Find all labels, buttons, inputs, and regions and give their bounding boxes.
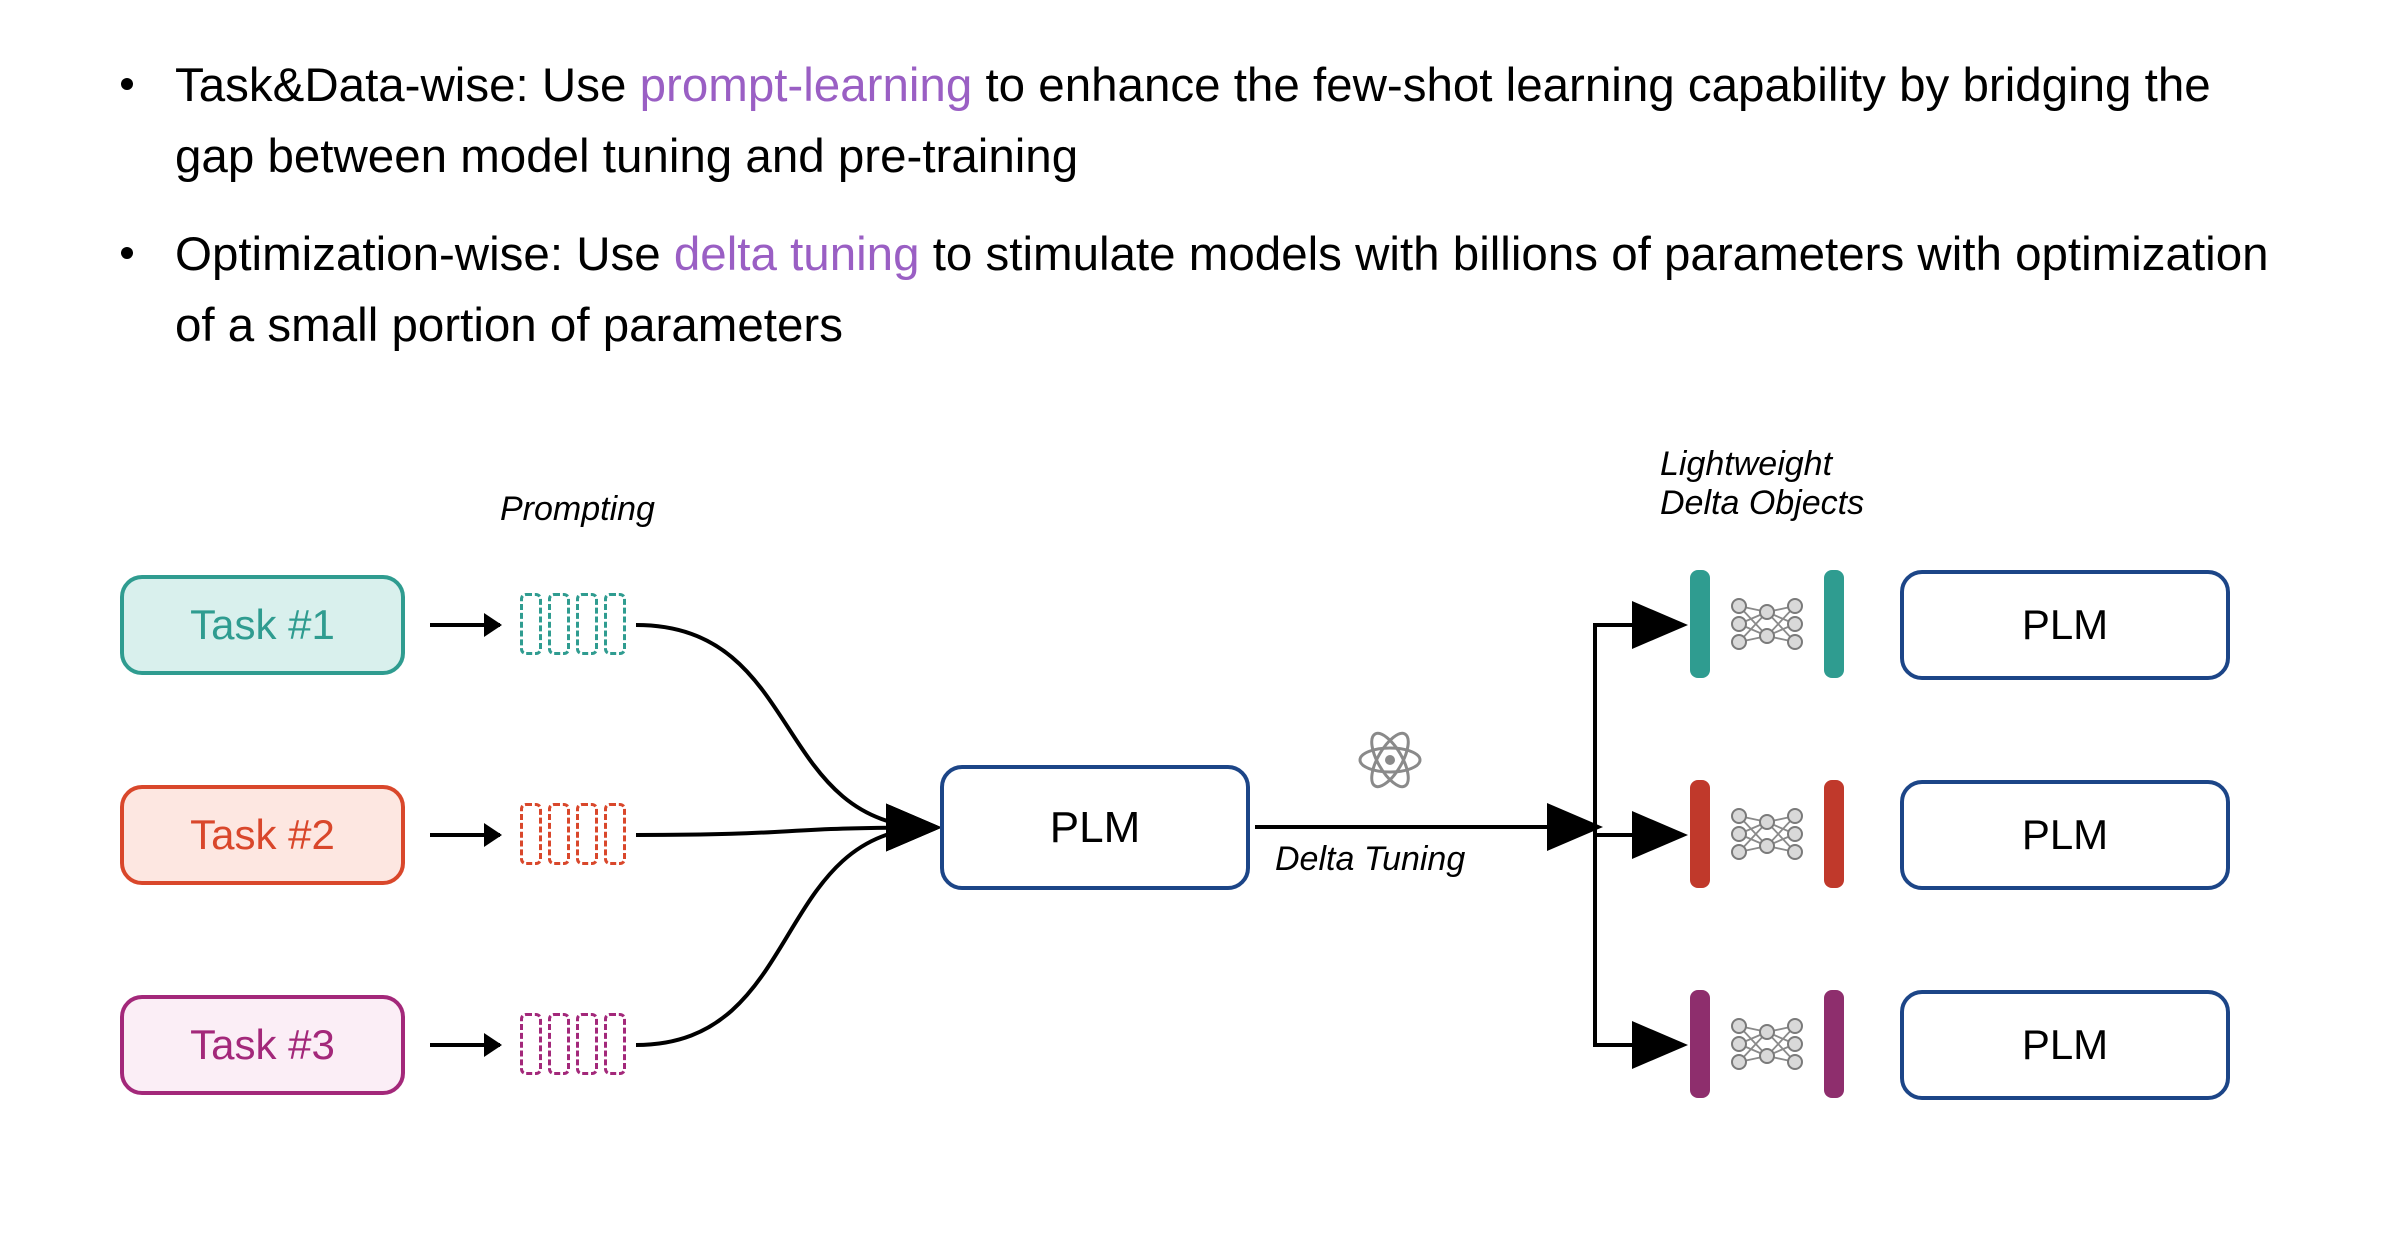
bullet-2: Optimization-wise: Use delta tuning to s… [105, 219, 2283, 362]
bullet-2-highlight: delta tuning [674, 228, 920, 281]
prompt-token [520, 1013, 542, 1075]
delta-bar [1824, 990, 1844, 1098]
plm-output-box-1: PLM [1900, 570, 2230, 680]
prompt-tokens-2 [520, 803, 626, 865]
label-delta-tuning: Delta Tuning [1275, 840, 1465, 879]
label-delta-objects: LightweightDelta Objects [1660, 445, 1864, 523]
slide: Task&Data-wise: Use prompt-learning to e… [0, 0, 2388, 1240]
delta-object-2 [1690, 780, 1844, 888]
prompt-token [576, 593, 598, 655]
delta-bar [1690, 990, 1710, 1098]
delta-bar [1690, 780, 1710, 888]
arrow-task-to-prompt-2 [430, 833, 500, 837]
bullet-2-text-a: Optimization-wise: Use [175, 228, 674, 281]
delta-object-1 [1690, 570, 1844, 678]
prompt-token [576, 803, 598, 865]
prompt-token [548, 803, 570, 865]
prompt-token [520, 803, 542, 865]
bullet-dot-icon [121, 247, 133, 259]
prompt-tokens-1 [520, 593, 626, 655]
delta-object-3 [1690, 990, 1844, 1098]
prompt-token [548, 593, 570, 655]
nn-placeholder [1724, 780, 1810, 888]
bullet-1-highlight: prompt-learning [640, 59, 973, 112]
prompt-token [604, 593, 626, 655]
plm-output-box-3: PLM [1900, 990, 2230, 1100]
nn-placeholder [1724, 990, 1810, 1098]
nn-placeholder [1724, 570, 1810, 678]
arrow-task-to-prompt-3 [430, 1043, 500, 1047]
task-box-3: Task #3 [120, 995, 405, 1095]
diagram: Task #1 Task #2 Task #3 Prompting PLM Delta T… [120, 430, 2270, 1230]
bullet-list: Task&Data-wise: Use prompt-learning to e… [105, 50, 2283, 361]
label-prompting: Prompting [500, 490, 655, 529]
prompt-token [604, 803, 626, 865]
arrow-task-to-prompt-1 [430, 623, 500, 627]
bullet-1: Task&Data-wise: Use prompt-learning to e… [105, 50, 2283, 193]
prompt-token [576, 1013, 598, 1075]
bullet-dot-icon [121, 78, 133, 90]
prompt-token [548, 1013, 570, 1075]
prompt-token [604, 1013, 626, 1075]
delta-bar [1824, 780, 1844, 888]
delta-bar [1824, 570, 1844, 678]
prompt-token [520, 593, 542, 655]
plm-output-box-2: PLM [1900, 780, 2230, 890]
plm-center-box: PLM [940, 765, 1250, 890]
atom-icon [1360, 728, 1420, 792]
prompt-tokens-3 [520, 1013, 626, 1075]
task-box-1: Task #1 [120, 575, 405, 675]
delta-bar [1690, 570, 1710, 678]
task-box-2: Task #2 [120, 785, 405, 885]
bullet-1-text-a: Task&Data-wise: Use [175, 59, 640, 112]
